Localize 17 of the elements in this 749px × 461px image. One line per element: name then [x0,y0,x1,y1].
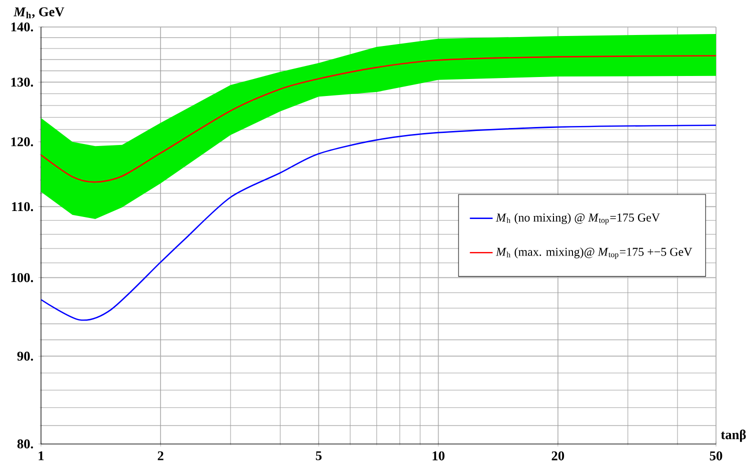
x-tick-label: 20 [552,451,564,460]
y-tick-label: 140. [11,22,34,32]
x-tick-label: 2 [158,451,164,460]
x-tick-label: 5 [316,451,322,460]
y-tick-label: 130. [11,78,34,87]
x-tick-label: 50 [710,451,722,460]
y-tick-label: 90. [17,352,34,361]
y-tick-label: 80. [17,439,34,448]
x-tick-label: 10 [432,451,444,460]
y-tick-label: 100. [11,273,34,282]
y-tick-label: 110. [12,202,34,212]
x-axis-title: tanβ [720,430,746,442]
x-tick-label: 1 [38,451,44,460]
legend-label: M$_{h}$ (no mixing) @ M$_{top}$=175 GeV [496,213,660,225]
legend-label: M$_{h}$ (max. mixing)@ M$_{top}$=175 +−5 GeV [496,247,692,259]
y-tick-label: 120. [11,137,34,146]
y-axis-title: M$_{h}$, GeV [14,7,64,18]
